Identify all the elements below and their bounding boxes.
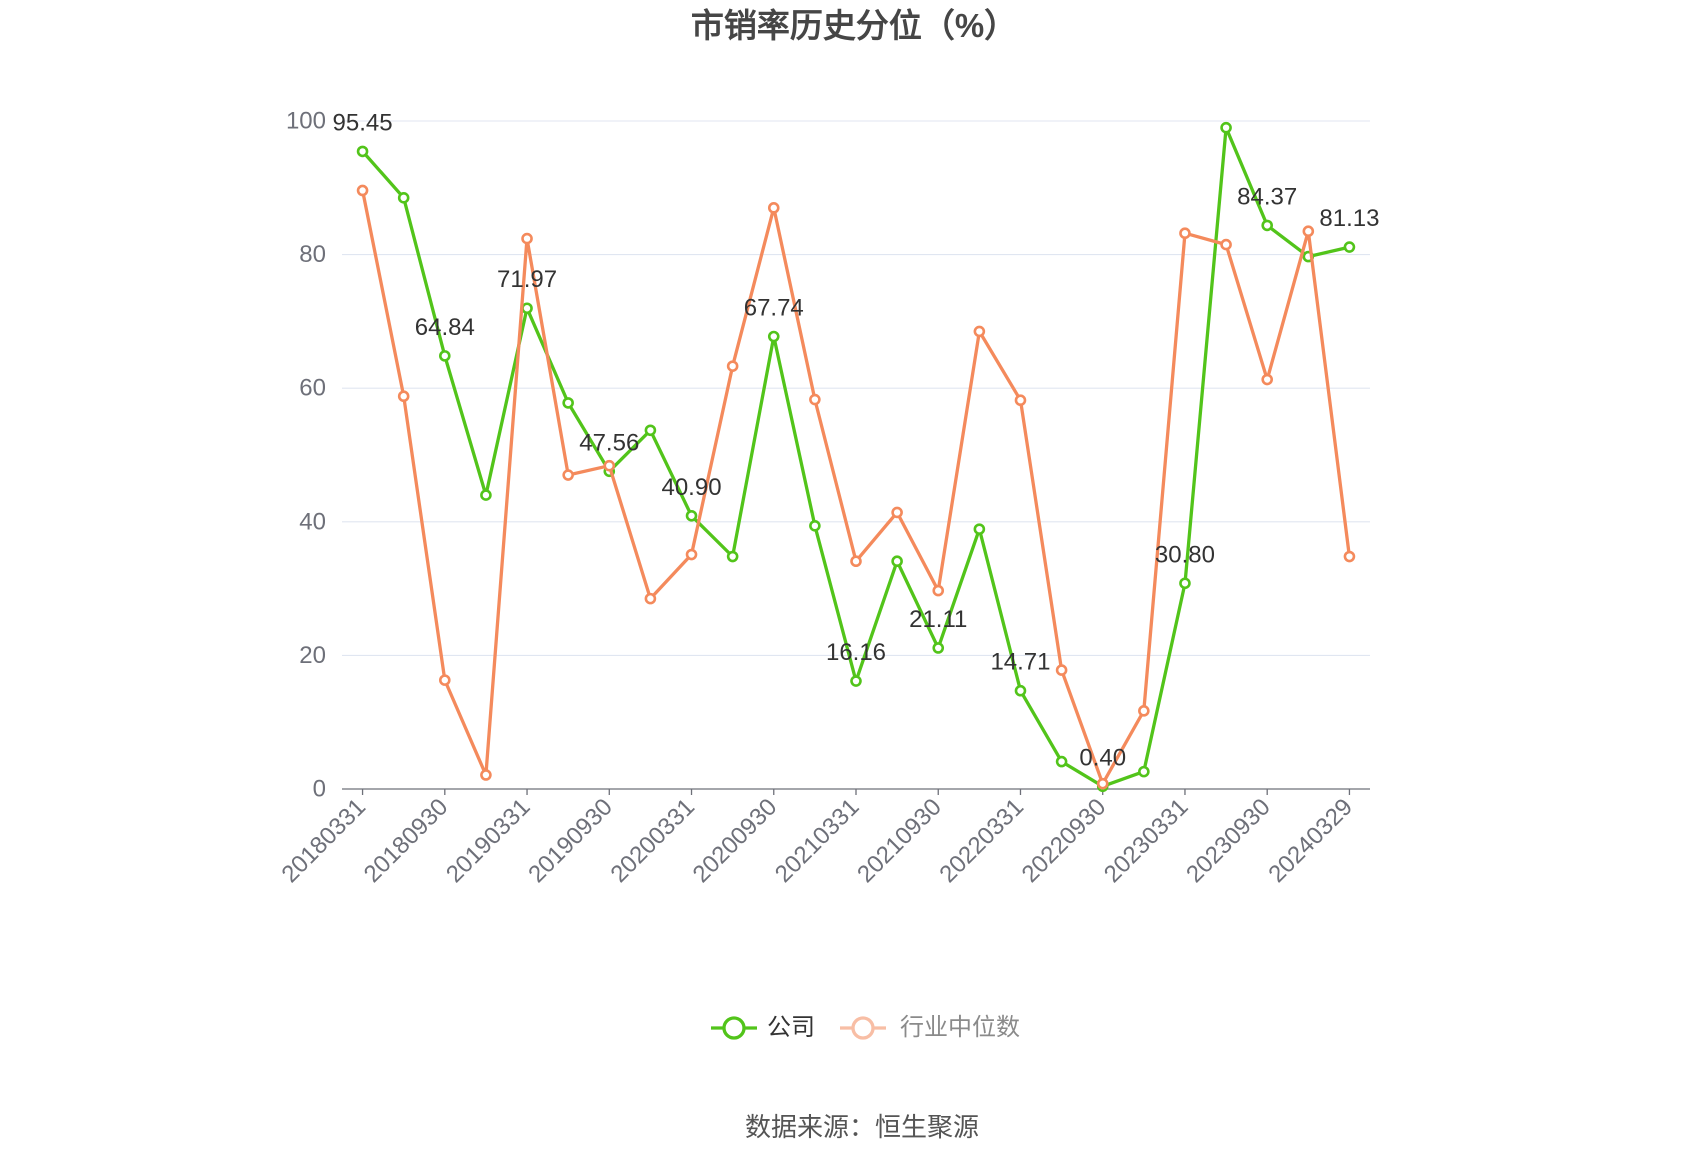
data-point[interactable] bbox=[1179, 577, 1191, 590]
legend-label-industry-median: 行业中位数 bbox=[900, 1014, 1020, 1041]
data-label: 40.90 bbox=[661, 474, 721, 501]
data-point[interactable] bbox=[644, 592, 657, 605]
y-tick-label: 40 bbox=[299, 508, 326, 535]
data-label: 16.16 bbox=[826, 639, 886, 666]
x-tick-label: 20220331 bbox=[934, 793, 1029, 888]
x-tick-label: 20210930 bbox=[852, 793, 947, 888]
data-point[interactable] bbox=[1343, 241, 1356, 253]
data-point[interactable] bbox=[767, 330, 780, 343]
data-point[interactable] bbox=[521, 302, 533, 315]
y-tick-label: 60 bbox=[299, 375, 326, 402]
data-label: 81.13 bbox=[1319, 205, 1379, 232]
x-tick-label: 20200331 bbox=[605, 793, 700, 888]
y-gridlines bbox=[342, 120, 1370, 656]
data-point[interactable] bbox=[521, 232, 533, 245]
y-tick-label: 100 bbox=[286, 108, 326, 135]
data-point[interactable] bbox=[603, 459, 616, 472]
data-labels: 95.45 64.84 71.97 47.56 40.90 67.74 16.16 21.11… bbox=[333, 109, 1380, 771]
data-label: 30.80 bbox=[1155, 541, 1215, 568]
data-point[interactable] bbox=[1261, 219, 1273, 232]
data-label: 64.84 bbox=[415, 314, 475, 341]
data-label: 67.74 bbox=[744, 294, 804, 321]
y-axis-tick-labels: 0 20 40 60 80 100 bbox=[286, 108, 326, 803]
data-point[interactable] bbox=[809, 520, 821, 532]
x-tick-label: 20240329 bbox=[1263, 793, 1358, 888]
x-tick-label: 20190930 bbox=[523, 793, 618, 888]
data-label: 14.71 bbox=[990, 649, 1050, 676]
x-tick-label: 20190331 bbox=[441, 793, 536, 888]
data-point[interactable] bbox=[644, 424, 657, 437]
x-tick-label: 20220930 bbox=[1017, 793, 1112, 888]
data-point[interactable] bbox=[438, 350, 451, 362]
legend: 公司 行业中位数 bbox=[710, 1014, 1020, 1042]
x-tick-label: 20230331 bbox=[1099, 793, 1194, 888]
data-label: 21.11 bbox=[909, 606, 967, 633]
data-point[interactable] bbox=[891, 555, 903, 568]
data-point[interactable] bbox=[562, 397, 574, 409]
data-point[interactable] bbox=[1220, 238, 1232, 251]
data-point[interactable] bbox=[1220, 121, 1232, 134]
data-point[interactable] bbox=[973, 325, 986, 338]
source-note: 数据来源：恒生聚源 bbox=[744, 1112, 980, 1142]
data-point[interactable] bbox=[1138, 705, 1150, 717]
data-point[interactable] bbox=[850, 675, 862, 687]
data-point[interactable] bbox=[1014, 684, 1027, 697]
y-tick-label: 80 bbox=[299, 241, 326, 268]
data-point[interactable] bbox=[767, 202, 780, 214]
y-tick-label: 20 bbox=[299, 642, 326, 669]
data-label: 71.97 bbox=[497, 266, 557, 293]
legend-label-company: 公司 bbox=[767, 1014, 815, 1041]
data-point[interactable] bbox=[685, 509, 698, 522]
data-point[interactable] bbox=[685, 548, 698, 561]
data-label: 84.37 bbox=[1237, 183, 1297, 210]
legend-line-circle-icon bbox=[840, 1016, 886, 1040]
data-point[interactable] bbox=[397, 192, 410, 204]
x-tick-label: 20200930 bbox=[688, 793, 783, 888]
legend-item-company[interactable]: 公司 bbox=[710, 1014, 815, 1042]
data-point[interactable] bbox=[1343, 550, 1356, 563]
series-company bbox=[356, 121, 1356, 793]
x-tick-label: 20230930 bbox=[1181, 793, 1276, 888]
data-point[interactable] bbox=[562, 469, 574, 481]
data-point[interactable] bbox=[1179, 227, 1191, 240]
data-point[interactable] bbox=[480, 489, 492, 501]
data-point[interactable] bbox=[1261, 373, 1273, 386]
data-point[interactable] bbox=[850, 555, 862, 568]
data-point[interactable] bbox=[356, 184, 369, 197]
legend-line-circle-icon bbox=[711, 1016, 757, 1040]
legend-item-industry-median[interactable]: 行业中位数 bbox=[839, 1014, 1020, 1042]
data-point[interactable] bbox=[1096, 777, 1109, 790]
data-point[interactable] bbox=[438, 674, 451, 686]
data-label: 95.45 bbox=[333, 109, 393, 136]
series-industry-median bbox=[356, 184, 1356, 790]
data-point[interactable] bbox=[726, 550, 739, 563]
data-point[interactable] bbox=[356, 145, 369, 158]
data-label: 0.40 bbox=[1079, 744, 1126, 771]
chart-title: 市销率历史分位（%） bbox=[690, 7, 1018, 44]
data-point[interactable] bbox=[1138, 765, 1150, 778]
data-point[interactable] bbox=[1302, 225, 1315, 238]
data-point[interactable] bbox=[1055, 755, 1068, 768]
data-point[interactable] bbox=[932, 642, 945, 654]
series-group bbox=[356, 121, 1356, 793]
data-point[interactable] bbox=[891, 506, 903, 519]
data-point[interactable] bbox=[1014, 394, 1027, 407]
data-label: 47.56 bbox=[579, 429, 639, 456]
data-point[interactable] bbox=[973, 523, 986, 535]
data-point[interactable] bbox=[809, 393, 821, 406]
x-tick-label: 20180331 bbox=[277, 793, 372, 888]
x-tick-label: 20210331 bbox=[770, 793, 865, 888]
data-point[interactable] bbox=[480, 769, 492, 781]
y-tick-label: 0 bbox=[313, 776, 326, 803]
data-point[interactable] bbox=[932, 584, 945, 597]
x-axis: 2018033120180930201903312019093020200331… bbox=[277, 788, 1370, 888]
data-point[interactable] bbox=[1055, 664, 1068, 676]
x-tick-label: 20180930 bbox=[359, 793, 454, 888]
data-point[interactable] bbox=[726, 360, 739, 372]
data-point[interactable] bbox=[397, 390, 410, 403]
